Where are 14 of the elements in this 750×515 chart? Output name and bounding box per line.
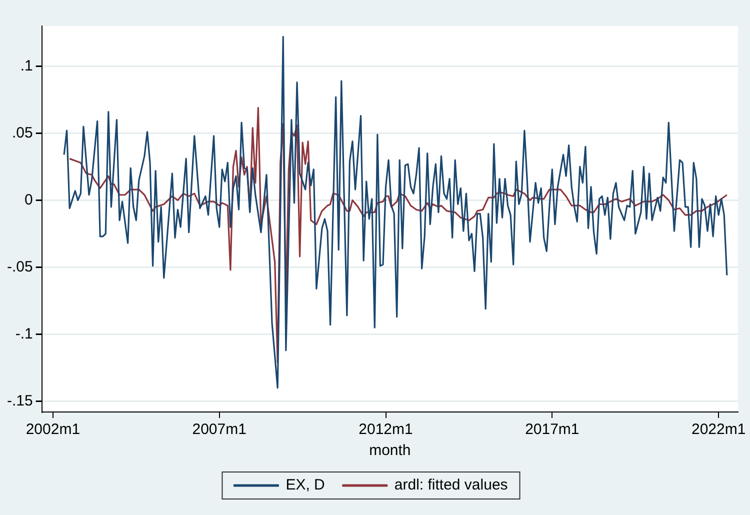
y-tick-label: -.15 [6,392,33,410]
y-tick-label: 0 [24,191,33,208]
x-tick-label: 2007m1 [192,421,246,438]
x-axis-title: month [369,442,411,460]
x-tick-label: 2017m1 [525,421,580,438]
y-tick-label: -.1 [15,325,33,342]
y-tick-label: -.05 [6,258,33,276]
x-tick-label: 2022m1 [691,421,746,438]
y-tick-label: .1 [20,57,33,74]
x-tick-label: 2002m1 [26,421,80,438]
y-tick-label: .05 [12,124,33,142]
x-tick-label: 2012m1 [358,421,413,438]
legend-label: ardl: fitted values [394,476,508,494]
legend-label: EX, D [286,476,326,494]
